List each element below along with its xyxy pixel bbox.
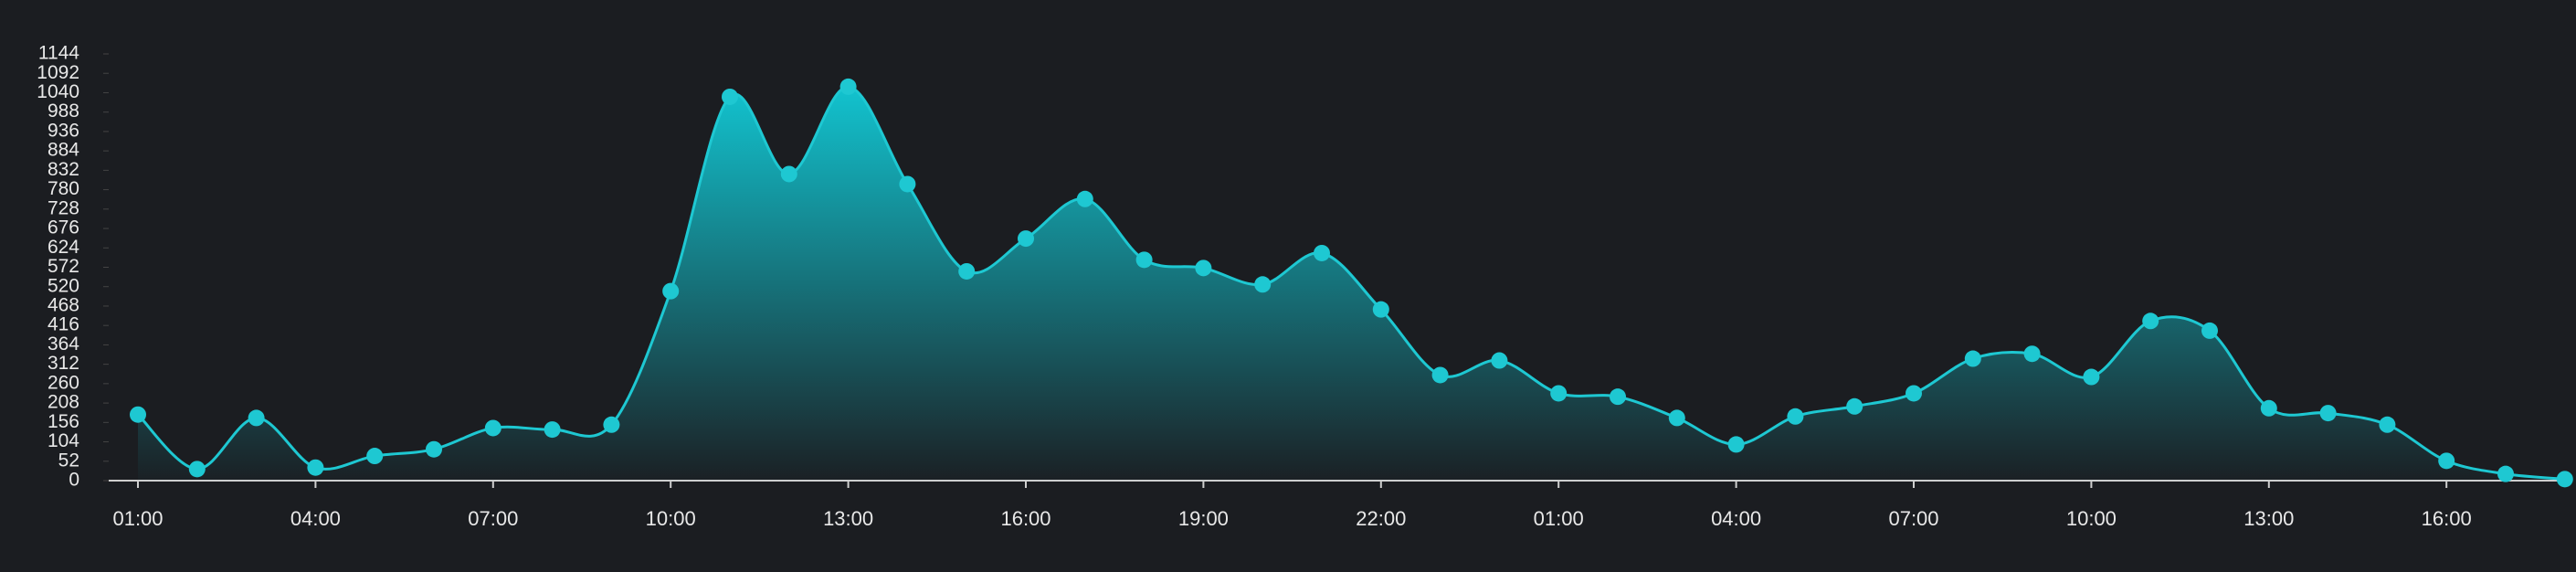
y-tick-label: 728 xyxy=(48,197,79,218)
y-tick-label: 468 xyxy=(48,295,79,316)
x-tick-label: 13:00 xyxy=(2243,507,2294,530)
point xyxy=(1787,408,1804,425)
point xyxy=(1727,436,1745,453)
x-tick-label: 01:00 xyxy=(1534,507,1584,530)
point xyxy=(2142,312,2159,330)
y-tick-label: 832 xyxy=(48,159,79,180)
y-tick-label: 1040 xyxy=(37,81,79,102)
y-tick-label: 624 xyxy=(48,237,79,258)
y-tick-label: 936 xyxy=(48,120,79,141)
point xyxy=(1610,388,1626,406)
point xyxy=(2201,322,2218,339)
point xyxy=(2319,405,2337,422)
point xyxy=(1964,350,1981,367)
point xyxy=(130,406,146,423)
x-tick-label: 07:00 xyxy=(468,507,518,530)
point xyxy=(2556,471,2573,488)
point xyxy=(1846,397,1863,415)
y-tick-label: 312 xyxy=(48,353,79,374)
x-tick-label: 16:00 xyxy=(2422,507,2472,530)
point xyxy=(780,165,797,183)
x-tick-label: 10:00 xyxy=(646,507,696,530)
y-tick-label: 1092 xyxy=(37,62,79,83)
point xyxy=(1668,409,1685,427)
point xyxy=(1195,260,1212,277)
point xyxy=(958,262,976,280)
point xyxy=(899,175,916,193)
y-tick-label: 208 xyxy=(48,392,79,413)
point xyxy=(2497,465,2514,482)
x-tick-label: 04:00 xyxy=(290,507,341,530)
y-tick-label: 52 xyxy=(58,450,79,471)
y-tick-label: 104 xyxy=(48,430,79,451)
x-tick-label: 04:00 xyxy=(1711,507,1761,530)
point xyxy=(839,78,857,95)
point xyxy=(366,448,384,465)
y-tick-label: 676 xyxy=(48,217,79,238)
point xyxy=(426,440,442,458)
point xyxy=(1314,244,1330,261)
y-tick-label: 416 xyxy=(48,314,79,335)
point xyxy=(1018,230,1034,248)
y-tick-label: 988 xyxy=(48,101,79,122)
x-tick-label: 07:00 xyxy=(1888,507,1938,530)
point xyxy=(2083,368,2100,386)
point xyxy=(307,459,324,476)
point xyxy=(1906,385,1922,402)
point xyxy=(1135,251,1153,269)
point xyxy=(248,409,265,427)
y-tick-label: 572 xyxy=(48,256,79,277)
y-tick-label: 1144 xyxy=(38,43,79,64)
point xyxy=(1491,352,1508,369)
y-tick-label: 520 xyxy=(48,275,79,296)
point xyxy=(2023,345,2041,363)
point xyxy=(2438,452,2455,470)
x-tick-label: 19:00 xyxy=(1178,507,1229,530)
y-tick-label: 884 xyxy=(48,140,79,161)
y-tick-label: 156 xyxy=(48,411,79,432)
y-tick-label: 260 xyxy=(48,372,79,393)
x-tick-label: 22:00 xyxy=(1356,507,1406,530)
x-tick-label: 10:00 xyxy=(2066,507,2117,530)
y-tick-label: 0 xyxy=(69,470,79,491)
x-tick-label: 16:00 xyxy=(1000,507,1050,530)
x-tick-label: 13:00 xyxy=(823,507,873,530)
y-tick-label: 780 xyxy=(48,178,79,199)
point xyxy=(484,419,501,437)
point xyxy=(603,416,620,433)
point xyxy=(722,88,738,105)
point xyxy=(662,282,680,300)
point xyxy=(1254,276,1272,293)
x-tick-label: 01:00 xyxy=(112,507,163,530)
point xyxy=(1372,301,1389,318)
point xyxy=(1550,385,1568,402)
point xyxy=(544,421,561,439)
point xyxy=(2379,416,2396,433)
area-fill xyxy=(138,86,2565,481)
point xyxy=(1431,366,1449,384)
y-tick-label: 364 xyxy=(48,334,79,355)
point xyxy=(2260,399,2277,417)
point xyxy=(1076,190,1093,207)
point xyxy=(188,461,206,478)
